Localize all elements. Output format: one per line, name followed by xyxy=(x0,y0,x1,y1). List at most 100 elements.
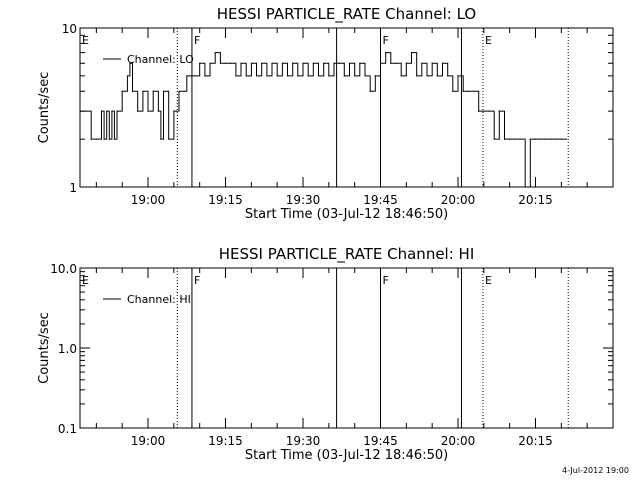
lo-data-point xyxy=(271,62,273,64)
lo-data-point xyxy=(276,75,278,77)
lo-data-point xyxy=(390,62,392,64)
lo-data-point xyxy=(426,75,428,77)
lo-data-point xyxy=(509,138,511,140)
lo-data-point xyxy=(266,75,268,77)
lo-data-point xyxy=(333,62,335,64)
lo-data-point xyxy=(462,90,464,92)
lo-data-point xyxy=(312,62,314,64)
lo-data-point xyxy=(431,62,433,64)
lo-plot-frame xyxy=(79,27,614,188)
lo-data-point xyxy=(385,52,387,54)
lo-x-tick-label: 19:45 xyxy=(363,193,398,207)
lo-data-point xyxy=(297,75,299,77)
lo-data-point xyxy=(85,110,87,112)
hi-plot-frame xyxy=(79,267,614,429)
lo-data-point xyxy=(103,138,105,140)
lo-data-point xyxy=(126,75,128,77)
lo-data-point xyxy=(100,110,103,112)
hi-y-tick-label: 0.1 xyxy=(58,422,77,436)
lo-data-point xyxy=(209,62,211,64)
lo-data-point xyxy=(503,138,506,140)
hi-event-flag-e: E xyxy=(485,274,492,287)
lo-data-point xyxy=(147,110,149,112)
lo-data-point xyxy=(307,75,309,77)
lo-x-tick-label: 20:00 xyxy=(441,193,476,207)
lo-data-point xyxy=(447,75,449,77)
lo-data-point xyxy=(80,110,82,112)
lo-data-point xyxy=(441,62,444,64)
lo-data-point xyxy=(540,138,542,140)
lo-data-point xyxy=(493,138,495,140)
hi-event-flag-f: F xyxy=(194,274,200,287)
lo-data-point xyxy=(405,62,407,64)
lo-data-point xyxy=(302,62,304,64)
lo-data-point xyxy=(157,110,159,112)
lo-data-point xyxy=(255,75,258,77)
lo-y-tick-label: 10 xyxy=(62,22,77,36)
lo-data-point xyxy=(292,62,294,64)
hi-x-tick-label: 19:15 xyxy=(208,434,243,448)
lo-data-point xyxy=(338,62,340,64)
lo-data-point xyxy=(410,52,413,54)
hi-y-tick-label: 10.0 xyxy=(50,262,77,276)
lo-data-point xyxy=(286,75,289,77)
hi-chart-panel: HESSI PARTICLE_RATE Channel: HI 0.1 1.0 10.… xyxy=(37,245,614,463)
lo-data-point xyxy=(374,75,376,77)
lo-data-point xyxy=(162,90,165,92)
lo-data-point xyxy=(175,110,177,112)
lo-chart-title: HESSI PARTICLE_RATE Channel: LO xyxy=(217,5,476,24)
lo-data-point xyxy=(186,75,188,77)
lo-data-point xyxy=(483,110,485,112)
lo-event-flag-e: E xyxy=(485,34,492,47)
lo-data-point xyxy=(514,138,516,140)
lo-data-point xyxy=(519,138,521,140)
lo-data-point xyxy=(113,138,115,140)
lo-y-tick-label: 1 xyxy=(69,181,77,195)
lo-data-point xyxy=(400,75,402,77)
lo-data-point xyxy=(452,90,454,92)
lo-data-point xyxy=(90,138,92,140)
lo-data-point xyxy=(261,62,263,64)
lo-data-point xyxy=(550,138,552,140)
lo-data-point xyxy=(565,138,568,140)
hi-x-tick-label: 20:15 xyxy=(518,434,553,448)
lo-data-point xyxy=(529,138,531,140)
lo-data-point xyxy=(354,75,356,77)
lo-x-tick-label: 19:15 xyxy=(208,193,243,207)
lo-data-point xyxy=(214,52,216,54)
lo-data-point xyxy=(560,138,562,140)
lo-data-point xyxy=(199,62,201,64)
lo-data-point xyxy=(240,62,242,64)
lo-data-point xyxy=(436,75,438,77)
lo-data-point xyxy=(224,62,227,64)
lo-data-point xyxy=(343,75,345,77)
lo-chart-panel: HESSI PARTICLE_RATE Channel: LO 1 10 Counts… xyxy=(37,5,614,222)
lo-x-tick-label: 19:00 xyxy=(131,193,166,207)
lo-data-point xyxy=(106,110,108,112)
lo-data-point xyxy=(534,138,537,140)
lo-data-point xyxy=(545,138,547,140)
lo-data-point xyxy=(142,90,144,92)
lo-event-flag-f: F xyxy=(194,34,200,47)
lo-legend-label: Channel: LO xyxy=(127,53,194,66)
lo-data-point xyxy=(178,90,180,92)
lo-data-point xyxy=(193,75,196,77)
lo-data-point xyxy=(416,75,418,77)
lo-x-axis-label: Start Time (03-Jul-12 18:46:50) xyxy=(245,207,448,222)
hi-event-flag-e: E xyxy=(82,274,89,287)
lo-data-point xyxy=(457,75,459,77)
print-timestamp: 4-Jul-2012 19:00 xyxy=(562,466,629,475)
lo-data-point xyxy=(478,110,480,112)
lo-data-point xyxy=(137,110,139,112)
lo-data-point xyxy=(395,62,397,64)
hi-y-axis-label: Counts/sec xyxy=(37,312,52,384)
lo-data-point xyxy=(498,110,500,112)
hi-event-flag-f: F xyxy=(383,274,389,287)
lo-data-point xyxy=(245,75,247,77)
lo-event-flag-f: F xyxy=(383,34,389,47)
hi-x-tick-label: 20:00 xyxy=(441,434,476,448)
lo-data-point xyxy=(555,138,557,140)
lo-data-point xyxy=(281,62,283,64)
lo-y-axis-label: Counts/sec xyxy=(37,72,52,144)
